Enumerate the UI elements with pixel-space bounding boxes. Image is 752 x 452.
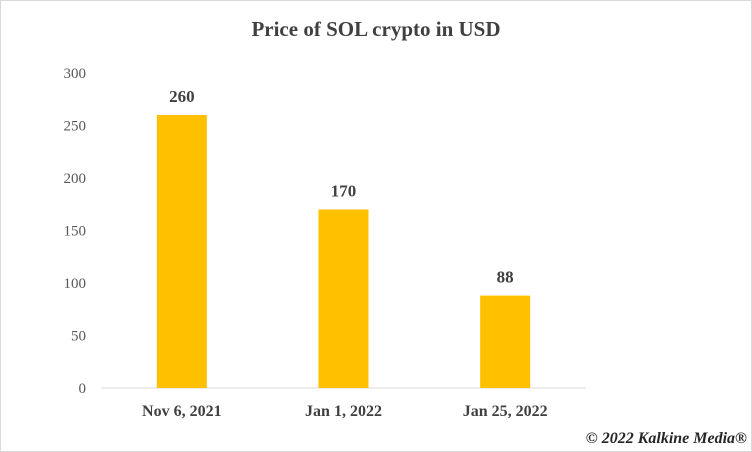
y-tick-label: 200 [64,171,87,187]
bar [480,295,531,388]
y-tick-label: 50 [71,329,86,345]
y-tick-label: 150 [64,224,87,240]
bar [318,209,369,388]
x-tick-label: Jan 25, 2022 [463,403,548,420]
y-tick-label: 100 [64,276,87,292]
copyright-notice: © 2022 Kalkine Media® [585,430,747,447]
chart-title: Price of SOL crypto in USD [251,17,501,41]
data-label: 88 [497,268,514,287]
bar [156,115,207,388]
y-tick-label: 0 [79,381,87,397]
y-tick-label: 300 [64,66,87,82]
x-tick-label: Jan 1, 2022 [305,403,382,420]
data-label: 170 [331,182,357,201]
y-tick-label: 250 [64,119,87,135]
data-label: 260 [169,87,195,106]
x-tick-label: Nov 6, 2021 [142,403,222,420]
